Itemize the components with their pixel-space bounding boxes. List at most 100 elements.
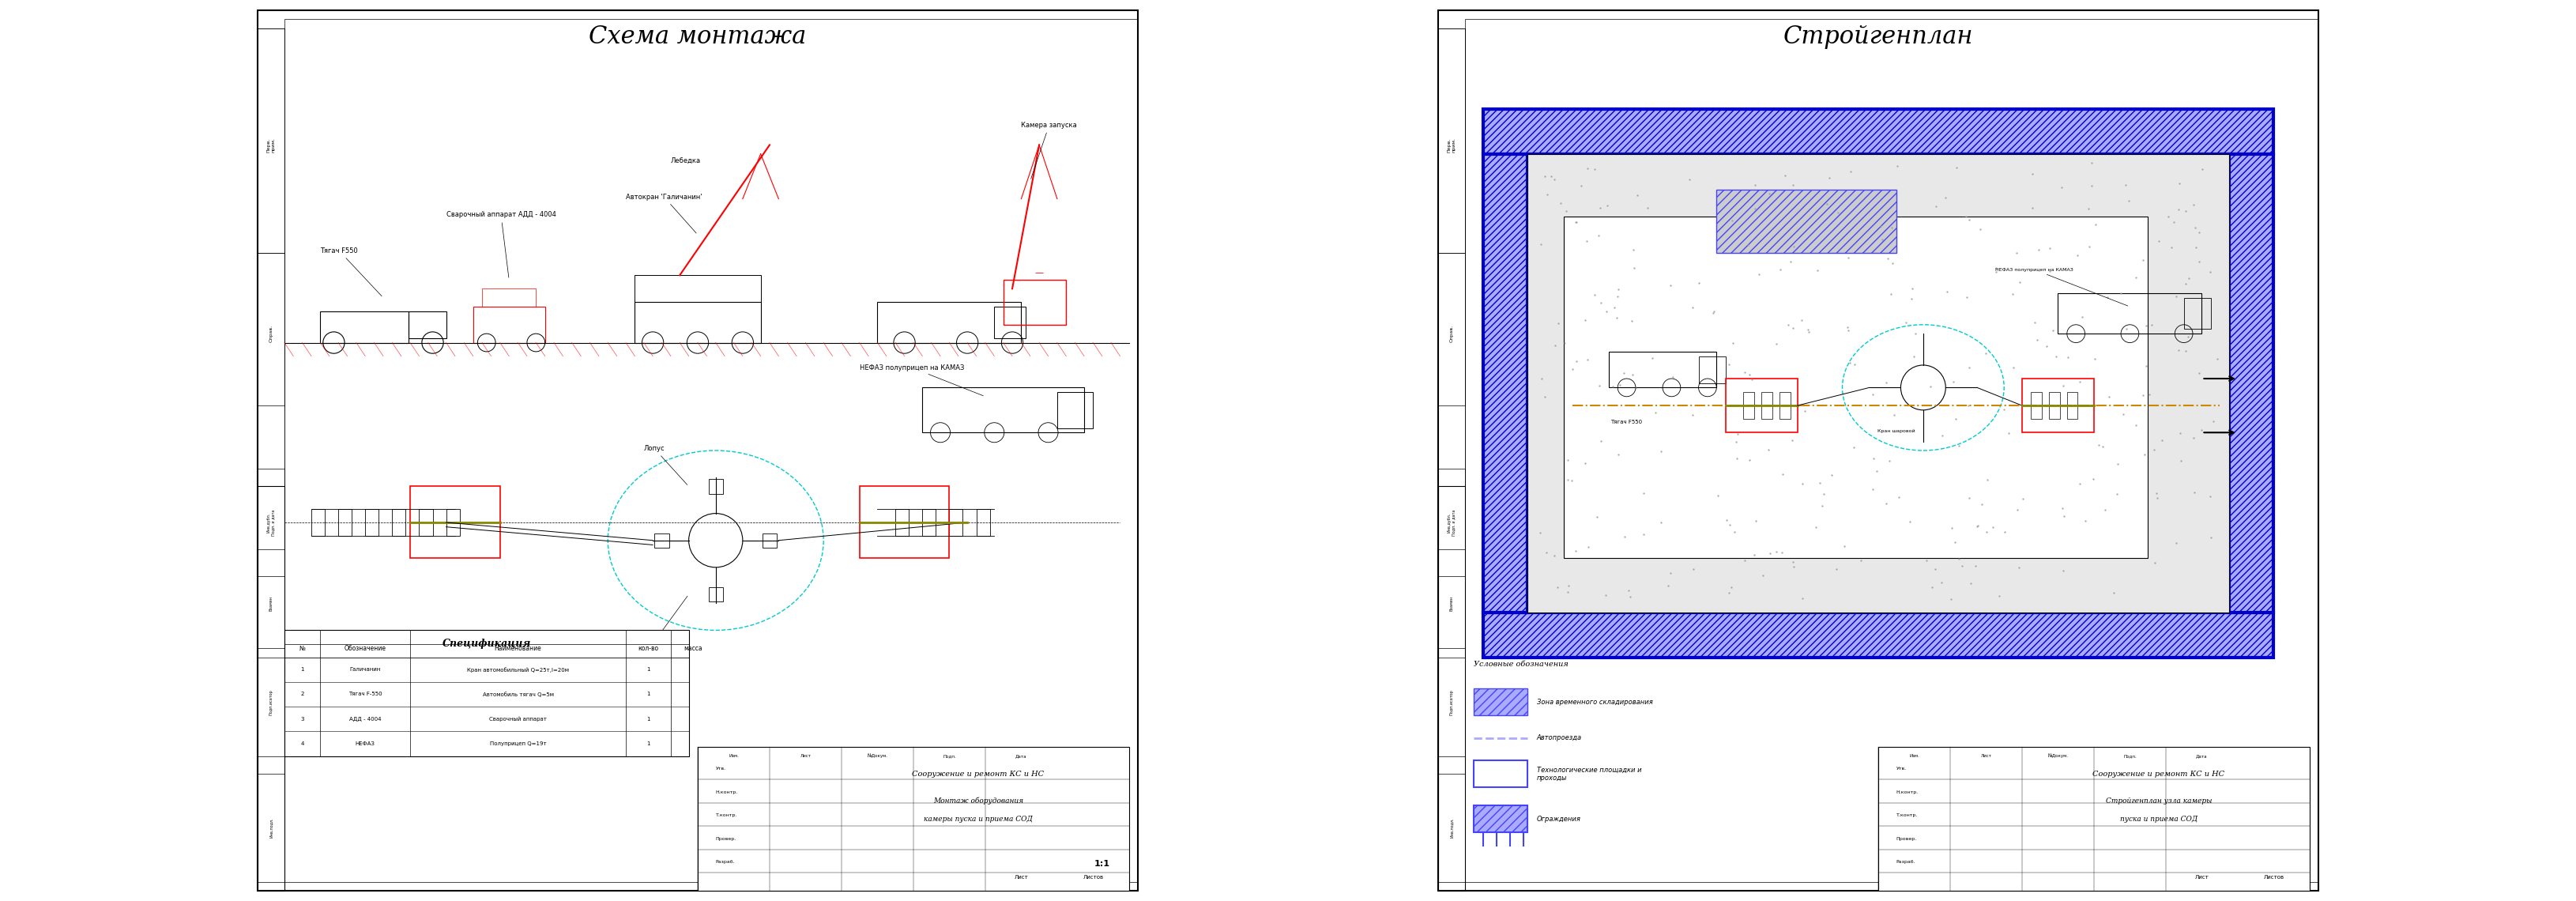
Bar — [258, 28, 283, 253]
Text: 1:1: 1:1 — [1095, 860, 1110, 868]
Text: Тягач F550: Тягач F550 — [319, 247, 381, 296]
Bar — [922, 387, 1084, 432]
Text: Подп.исатор: Подп.исатор — [268, 689, 273, 715]
Bar — [1484, 613, 2275, 657]
Text: Инв.подл.: Инв.подл. — [268, 818, 273, 838]
Text: Наименование: Наименование — [495, 645, 541, 651]
Bar — [762, 533, 778, 548]
Bar — [1437, 550, 1466, 657]
Bar — [1528, 154, 2228, 613]
Bar — [1698, 356, 1726, 383]
Text: Тягач F550: Тягач F550 — [1610, 420, 1643, 424]
Text: Формат А3: Формат А3 — [2262, 879, 2300, 887]
Bar — [860, 487, 951, 559]
Bar — [1607, 351, 1716, 387]
Bar — [258, 774, 283, 882]
Bar — [2184, 297, 2210, 329]
Bar — [1473, 805, 1528, 833]
Bar — [951, 509, 963, 536]
Text: Лебедка: Лебедка — [670, 158, 701, 165]
Text: АДД - 4004: АДД - 4004 — [350, 716, 381, 722]
Bar — [337, 509, 353, 536]
Bar — [1484, 154, 1528, 613]
Text: Автокран 'Галичанин': Автокран 'Галичанин' — [626, 194, 703, 233]
Text: Перв.
прим.: Перв. прим. — [268, 137, 276, 152]
Bar — [258, 550, 283, 657]
Text: Разраб.: Разраб. — [716, 860, 734, 864]
Text: Утв.: Утв. — [716, 767, 726, 770]
Text: 4: 4 — [301, 742, 304, 746]
Text: 1: 1 — [301, 668, 304, 672]
Text: НЕФАЗ полуприцеп на КАМАЗ: НЕФАЗ полуприцеп на КАМАЗ — [1994, 268, 2128, 306]
Text: Условные обозначения: Условные обозначения — [1473, 660, 1569, 668]
Text: Ограждения: Ограждения — [1538, 815, 1582, 823]
Text: №: № — [299, 645, 307, 651]
Text: Утв.: Утв. — [1896, 767, 1906, 770]
Text: Листов: Листов — [2264, 875, 2285, 879]
Bar — [410, 487, 500, 559]
Bar — [482, 288, 536, 306]
Bar — [708, 479, 724, 494]
Text: Взамен: Взамен — [268, 596, 273, 611]
Text: Технологические площадки и
проходы: Технологические площадки и проходы — [1538, 767, 1641, 782]
Text: 3: 3 — [301, 716, 304, 722]
Bar — [1762, 392, 1772, 419]
Bar — [1780, 392, 1790, 419]
Bar — [1437, 469, 1466, 577]
Text: Изм.: Изм. — [1909, 754, 1919, 758]
Text: Кран автомобильный Q=25т,l=20м: Кран автомобильный Q=25т,l=20м — [466, 667, 569, 672]
Text: масса: масса — [683, 645, 703, 651]
Bar — [258, 253, 283, 405]
Text: Лист: Лист — [1015, 875, 1028, 879]
Text: Инв.дубл.
Подп. и дата: Инв.дубл. Подп. и дата — [1448, 509, 1455, 535]
Text: НЕФАЗ полуприцеп на КАМАЗ: НЕФАЗ полуприцеп на КАМАЗ — [860, 364, 984, 396]
Bar — [1437, 648, 1466, 756]
Text: Провер.: Провер. — [716, 837, 737, 841]
Text: кол-во: кол-во — [639, 645, 659, 651]
Text: Формат А3: Формат А3 — [1082, 879, 1121, 887]
Text: Сварочный аппарат: Сварочный аппарат — [489, 716, 546, 722]
Text: Автомобиль тягач Q=5м: Автомобиль тягач Q=5м — [482, 692, 554, 697]
Bar — [312, 509, 325, 536]
Bar — [420, 509, 433, 536]
Text: Кран шаровой: Кран шаровой — [626, 596, 688, 650]
Bar — [366, 509, 379, 536]
Text: Н.контр.: Н.контр. — [1896, 790, 1919, 794]
Text: Дата: Дата — [2195, 754, 2208, 758]
Bar — [258, 28, 283, 891]
Text: Лист: Лист — [2195, 875, 2208, 879]
Bar — [1878, 747, 2311, 891]
Bar — [319, 311, 410, 342]
Text: НЕФАЗ: НЕФАЗ — [355, 742, 376, 746]
Text: пуска и приема СОД: пуска и приема СОД — [2120, 815, 2197, 823]
Text: Зона временного складирования: Зона временного складирования — [1538, 698, 1654, 705]
Text: Обозначение: Обозначение — [345, 645, 386, 651]
Bar — [1484, 109, 2275, 154]
Text: Лист: Лист — [801, 754, 811, 758]
Bar — [1716, 190, 1896, 253]
Bar — [1002, 279, 1066, 324]
Text: Подп.исатор: Подп.исатор — [1450, 689, 1453, 715]
Bar — [258, 487, 283, 891]
Bar — [634, 302, 760, 342]
Text: Кран шаровой: Кран шаровой — [1878, 429, 1914, 433]
Bar — [2030, 392, 2043, 419]
Text: Сооружение и ремонт КС и НС: Сооружение и ремонт КС и НС — [2092, 770, 2226, 778]
Text: Камера запуска: Камера запуска — [1020, 122, 1077, 178]
Bar — [1726, 378, 1798, 432]
Text: Галичанин: Галичанин — [350, 668, 381, 672]
Text: Дата: Дата — [1015, 754, 1028, 758]
Text: Сварочный аппарат АДД - 4004: Сварочный аппарат АДД - 4004 — [446, 211, 556, 278]
Bar — [1437, 28, 1466, 891]
Text: Автопроезда: Автопроезда — [1538, 734, 1582, 742]
Text: Лопус: Лопус — [644, 445, 688, 485]
Bar — [392, 509, 404, 536]
Bar — [1056, 392, 1092, 428]
Bar — [410, 311, 446, 338]
Text: Инв.подл.: Инв.подл. — [1450, 818, 1453, 838]
Text: №Докум.: №Докум. — [868, 754, 889, 759]
Text: 1: 1 — [647, 716, 649, 722]
Text: Справ.: Справ. — [1450, 325, 1453, 342]
Bar — [2048, 392, 2061, 419]
Text: 1: 1 — [647, 692, 649, 696]
